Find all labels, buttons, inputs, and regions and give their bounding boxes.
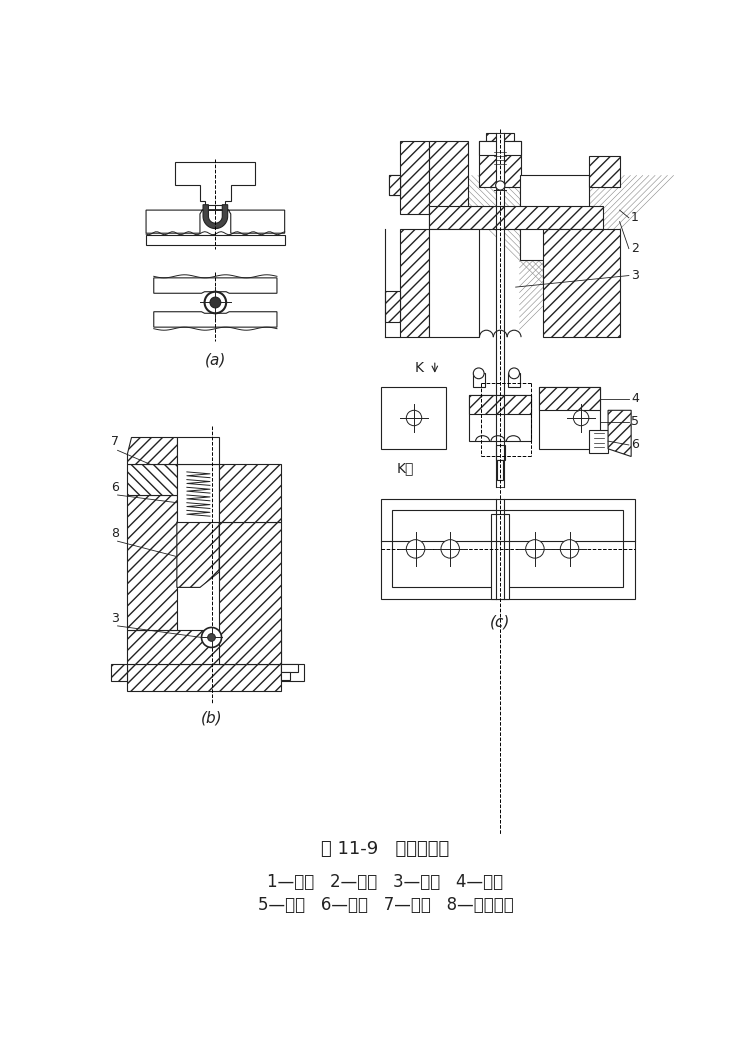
Text: K向: K向 bbox=[396, 461, 413, 474]
Bar bbox=[429, 141, 468, 264]
Bar bbox=[219, 464, 281, 521]
Text: 8: 8 bbox=[111, 528, 120, 540]
Text: 1: 1 bbox=[631, 211, 639, 225]
Text: 5: 5 bbox=[631, 415, 639, 428]
Bar bbox=[469, 395, 531, 414]
Text: 5—凹模   6—滑块   7—侧楔   8—活动凹模: 5—凹模 6—滑块 7—侧楔 8—活动凹模 bbox=[258, 896, 514, 913]
Bar bbox=[473, 373, 485, 388]
Polygon shape bbox=[154, 278, 277, 294]
Bar bbox=[494, 147, 507, 185]
Bar bbox=[543, 229, 620, 338]
Bar bbox=[538, 388, 600, 448]
Polygon shape bbox=[177, 521, 219, 587]
Text: 图 11-9   小圆弯曲模: 图 11-9 小圆弯曲模 bbox=[322, 840, 450, 858]
Circle shape bbox=[205, 292, 226, 313]
Bar bbox=[281, 665, 297, 672]
Bar bbox=[111, 665, 127, 681]
Bar bbox=[127, 495, 177, 630]
Polygon shape bbox=[177, 464, 219, 521]
Bar bbox=[497, 461, 503, 480]
Circle shape bbox=[495, 181, 505, 190]
Polygon shape bbox=[154, 311, 277, 327]
Bar bbox=[177, 437, 219, 464]
Circle shape bbox=[407, 539, 425, 558]
Bar bbox=[589, 429, 608, 452]
Polygon shape bbox=[203, 205, 227, 229]
Text: 2: 2 bbox=[631, 242, 639, 255]
Bar bbox=[479, 141, 521, 187]
Text: (a): (a) bbox=[205, 352, 226, 368]
Circle shape bbox=[202, 627, 221, 648]
Bar bbox=[496, 133, 504, 487]
Text: (c): (c) bbox=[490, 614, 511, 629]
Bar bbox=[385, 291, 400, 322]
Circle shape bbox=[526, 539, 544, 558]
Bar bbox=[520, 176, 589, 260]
Polygon shape bbox=[127, 464, 177, 495]
Bar bbox=[389, 176, 400, 194]
Polygon shape bbox=[146, 235, 285, 245]
Bar bbox=[486, 133, 514, 147]
Circle shape bbox=[560, 539, 579, 558]
Bar bbox=[381, 498, 635, 599]
Bar bbox=[469, 395, 531, 441]
Text: 3: 3 bbox=[111, 612, 119, 625]
Bar bbox=[491, 514, 510, 599]
Bar bbox=[538, 388, 600, 411]
Bar bbox=[389, 176, 400, 194]
Polygon shape bbox=[146, 210, 285, 233]
Bar bbox=[508, 373, 520, 388]
Polygon shape bbox=[175, 162, 255, 205]
Circle shape bbox=[407, 411, 422, 425]
Bar bbox=[589, 156, 620, 187]
Bar bbox=[392, 510, 623, 587]
Bar bbox=[281, 665, 304, 681]
Circle shape bbox=[509, 368, 520, 378]
Circle shape bbox=[474, 368, 484, 378]
Text: 3: 3 bbox=[631, 269, 639, 282]
Bar bbox=[400, 229, 429, 338]
Bar bbox=[219, 521, 281, 665]
Bar bbox=[281, 672, 290, 680]
Text: 1—凸模   2—压板   3—芯棒   4—坯料: 1—凸模 2—压板 3—芯棒 4—坯料 bbox=[267, 873, 504, 890]
Circle shape bbox=[441, 539, 459, 558]
Bar bbox=[429, 229, 480, 338]
Bar bbox=[381, 388, 447, 448]
Circle shape bbox=[208, 633, 215, 642]
Bar bbox=[127, 665, 281, 692]
Text: K: K bbox=[414, 361, 423, 375]
Text: (b): (b) bbox=[201, 711, 222, 725]
Text: 4: 4 bbox=[631, 392, 639, 405]
Bar bbox=[429, 206, 602, 229]
Bar bbox=[400, 141, 429, 214]
Bar bbox=[479, 141, 521, 155]
Polygon shape bbox=[127, 437, 177, 464]
Polygon shape bbox=[608, 411, 631, 457]
Text: 6: 6 bbox=[631, 439, 639, 451]
Text: 6: 6 bbox=[111, 481, 119, 494]
Bar bbox=[127, 630, 281, 665]
Circle shape bbox=[210, 297, 221, 308]
Bar bbox=[495, 445, 505, 461]
Text: 7: 7 bbox=[111, 435, 120, 448]
Circle shape bbox=[573, 411, 589, 425]
